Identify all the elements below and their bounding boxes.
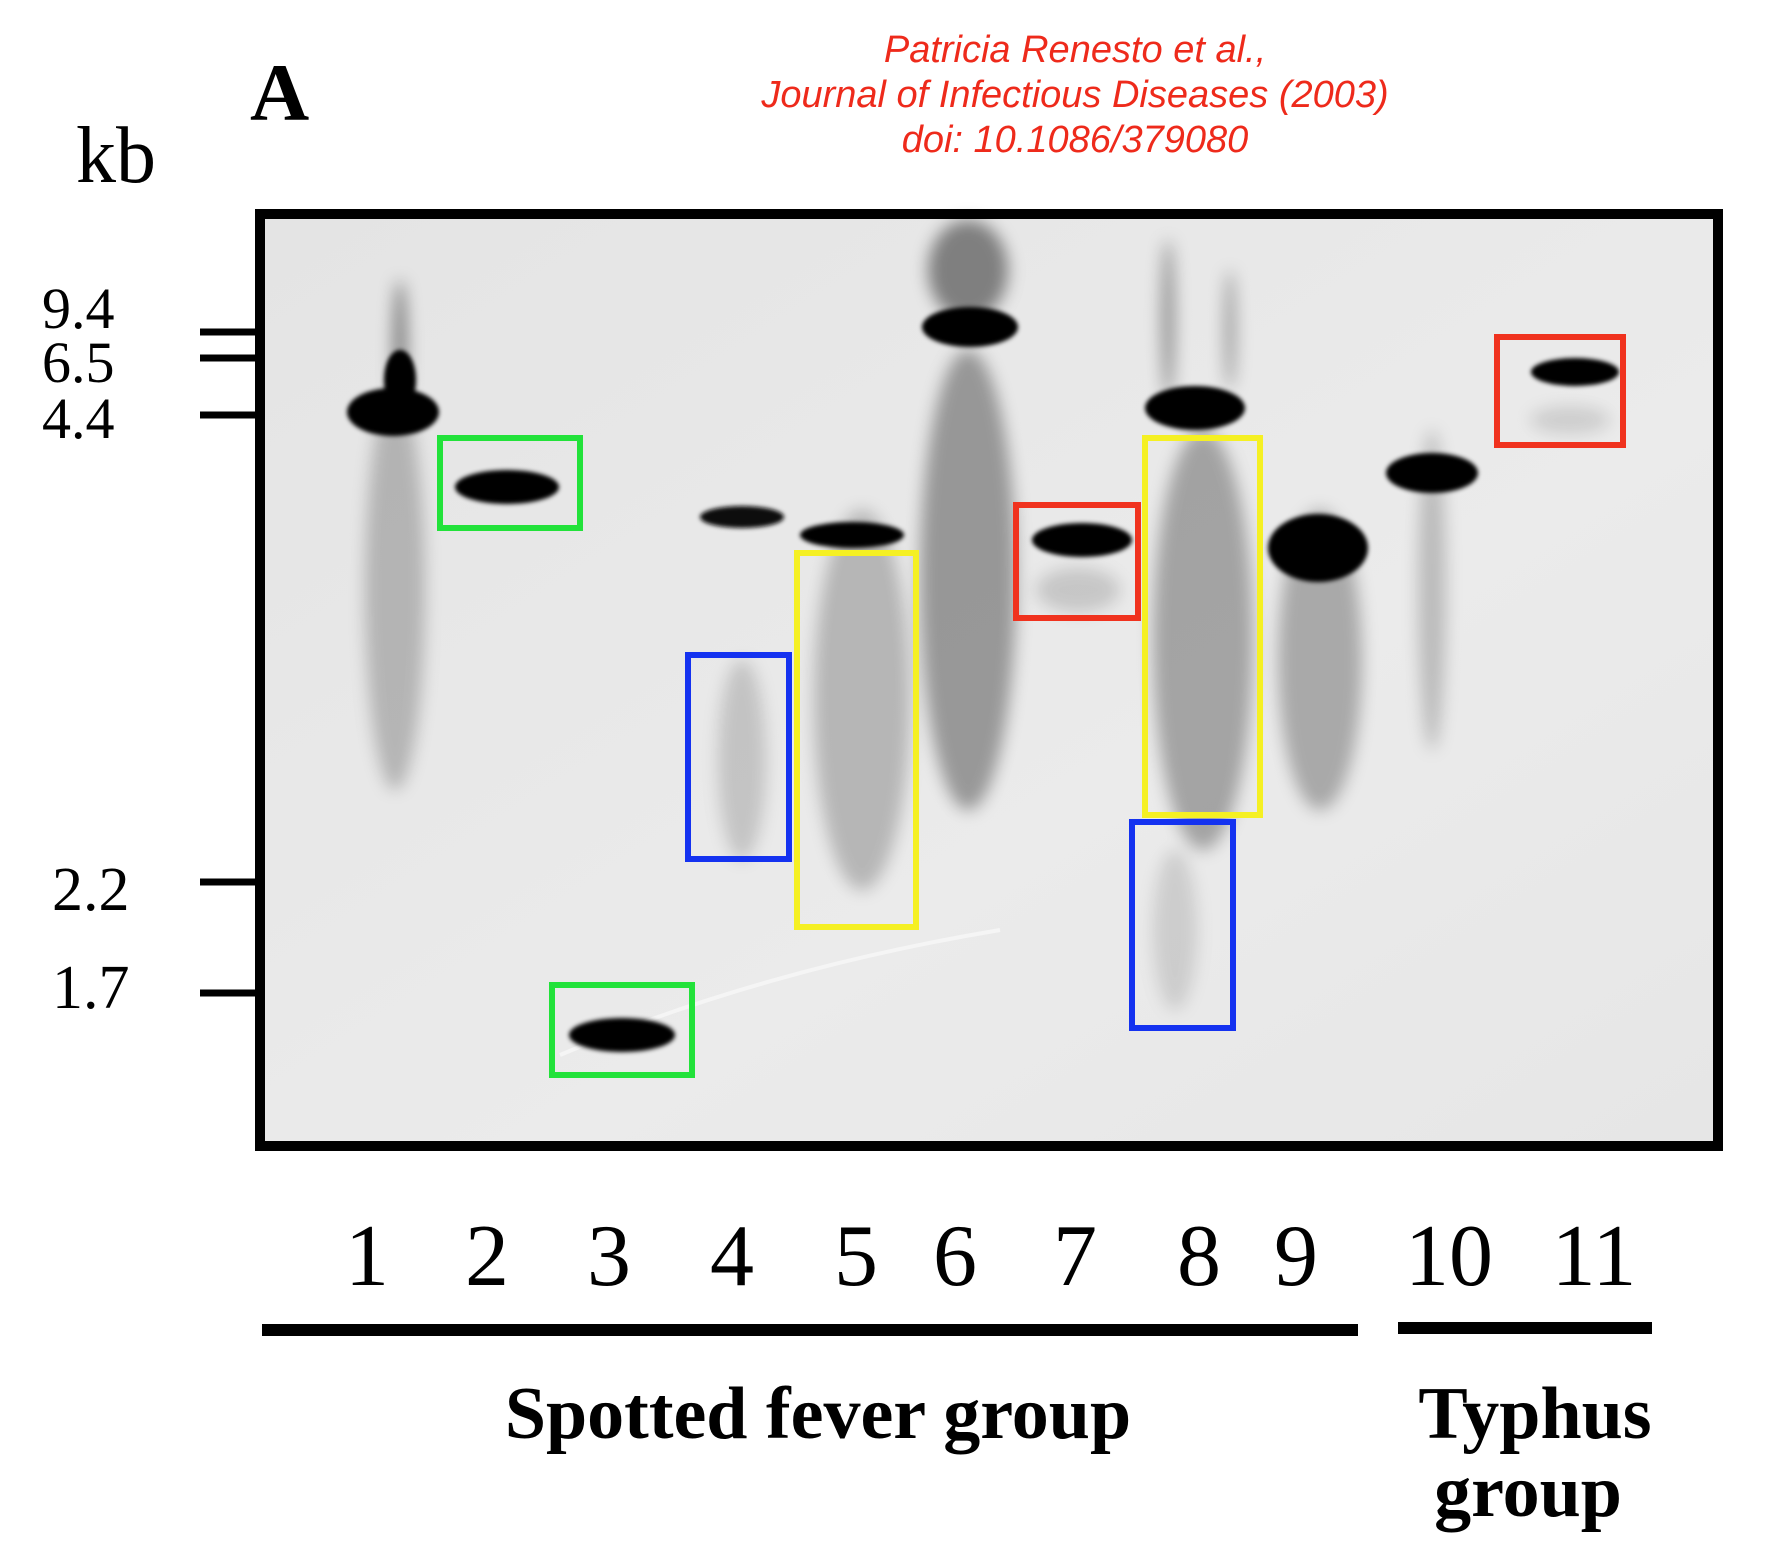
band-lane-7	[1032, 523, 1132, 557]
highlight-box-yellow-lane-5	[794, 550, 919, 930]
lane-label-7: 7	[1053, 1208, 1097, 1305]
band-lane-4	[700, 506, 784, 528]
group-label-typhus-line-1: Typhus	[1418, 1373, 1651, 1455]
gel-smears	[365, 220, 1610, 1010]
lane-labels: 1 2 3 4 5 6 7 8 9 10 11	[345, 1208, 1636, 1305]
gel-frame	[255, 209, 1723, 1151]
highlight-box-red-lane-11	[1494, 334, 1626, 448]
citation-line-2: Journal of Infectious Diseases (2003)	[760, 74, 1388, 116]
citation: Patricia Renesto et al., Journal of Infe…	[760, 29, 1388, 161]
lane-label-10: 10	[1405, 1208, 1493, 1305]
lane-label-2: 2	[465, 1208, 509, 1305]
lane-label-1: 1	[345, 1208, 389, 1305]
gel-bands	[347, 307, 1619, 1052]
marker-label-4-4: 4.4	[42, 386, 115, 451]
size-markers: 9.4 6.5 4.4 2.2 1.7	[42, 276, 262, 1022]
lane-label-5: 5	[834, 1208, 878, 1305]
band-lane-10	[1386, 453, 1478, 493]
marker-label-6-5: 6.5	[42, 330, 115, 395]
band-lane-6	[922, 307, 1018, 347]
lane-label-6: 6	[933, 1208, 977, 1305]
size-axis-unit: kb	[76, 112, 156, 200]
citation-line-1: Patricia Renesto et al.,	[884, 29, 1266, 71]
highlight-box-green-lane-2	[437, 435, 583, 531]
lane-label-8: 8	[1177, 1208, 1221, 1305]
highlight-boxes	[437, 334, 1626, 1078]
band-lane-3	[569, 1018, 675, 1052]
highlight-box-blue-lane-4	[685, 652, 792, 862]
highlight-box-red-lane-7	[1013, 502, 1141, 621]
band-lane-5	[800, 522, 904, 548]
band-lane-1-top	[384, 350, 416, 410]
band-lane-11	[1531, 358, 1619, 386]
marker-label-2-2: 2.2	[52, 856, 130, 924]
lane-label-11: 11	[1552, 1208, 1637, 1305]
lane-label-9: 9	[1274, 1208, 1318, 1305]
marker-label-1-7: 1.7	[52, 954, 130, 1022]
band-lane-1	[347, 388, 439, 436]
group-label-typhus-line-2: group	[1434, 1451, 1622, 1533]
panel-label: A	[250, 47, 309, 138]
band-lane-9	[1268, 514, 1368, 582]
lane-label-3: 3	[587, 1208, 631, 1305]
highlight-box-yellow-lane-8	[1142, 435, 1263, 818]
band-lane-2	[455, 470, 559, 504]
lane-label-4: 4	[710, 1208, 754, 1305]
band-lane-8	[1145, 386, 1245, 430]
group-label-spotted-fever: Spotted fever group	[505, 1373, 1131, 1455]
marker-label-9-4: 9.4	[42, 276, 115, 341]
highlight-box-blue-lane-8	[1129, 819, 1236, 1031]
citation-line-3: doi: 10.1086/379080	[902, 119, 1249, 161]
highlight-box-green-lane-3	[549, 982, 695, 1078]
